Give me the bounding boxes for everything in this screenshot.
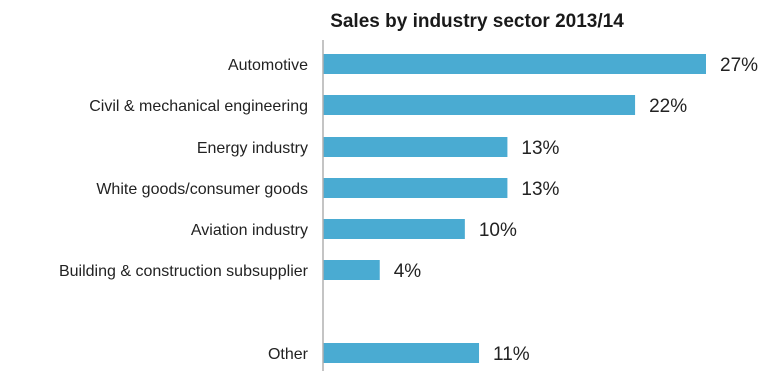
bar <box>323 343 480 363</box>
bar <box>323 260 380 280</box>
bar-row: Building & construction subsupplier 4% <box>59 260 421 282</box>
bar-row: White goods/consumer goods 13% <box>96 178 560 200</box>
bar <box>323 219 465 239</box>
bar <box>323 178 508 198</box>
category-label: Aviation industry <box>191 222 308 239</box>
bars-layer: Automotive 27% Civil & mechanical engineer… <box>59 54 758 365</box>
category-label: Civil & mechanical engineering <box>89 98 308 115</box>
value-label: 10% <box>479 220 517 241</box>
value-label: 11% <box>493 344 530 365</box>
bar-row: Other 11% <box>268 343 530 365</box>
bar <box>323 137 508 157</box>
bar <box>323 54 706 74</box>
value-label: 13% <box>521 138 559 159</box>
category-label: Automotive <box>228 57 308 74</box>
category-label: Energy industry <box>197 140 308 157</box>
bar-row: Aviation industry 10% <box>191 219 517 241</box>
category-label: Other <box>268 346 309 363</box>
bar-row: Automotive 27% <box>228 54 758 76</box>
chart-title: Sales by industry sector 2013/14 <box>330 11 624 32</box>
bar-row: Energy industry 13% <box>197 137 560 159</box>
value-label: 27% <box>720 55 758 76</box>
bar-row: Civil & mechanical engineering 22% <box>89 95 687 117</box>
value-label: 4% <box>394 261 422 282</box>
value-label: 22% <box>649 96 687 117</box>
value-label: 13% <box>521 179 559 200</box>
bar <box>323 95 636 115</box>
category-label: White goods/consumer goods <box>96 181 308 198</box>
category-label: Building & construction subsupplier <box>59 263 309 280</box>
